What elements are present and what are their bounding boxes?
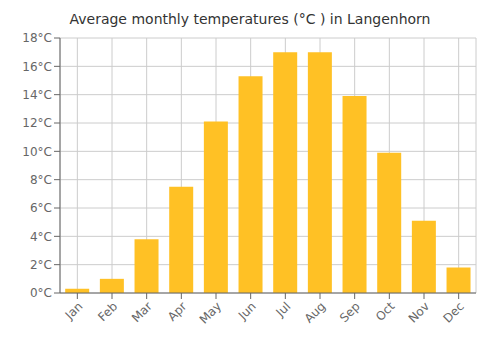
svg-text:16°C: 16°C <box>22 60 52 74</box>
svg-text:Mar: Mar <box>129 299 155 325</box>
svg-text:Feb: Feb <box>95 299 120 324</box>
svg-text:Sep: Sep <box>337 299 363 325</box>
svg-text:Apr: Apr <box>165 299 190 324</box>
svg-text:10°C: 10°C <box>22 145 52 159</box>
svg-text:Jul: Jul <box>273 299 294 320</box>
svg-text:May: May <box>197 299 224 326</box>
svg-text:Jun: Jun <box>235 299 259 323</box>
svg-text:12°C: 12°C <box>22 116 52 130</box>
svg-text:0°C: 0°C <box>30 286 52 300</box>
svg-text:18°C: 18°C <box>22 31 52 45</box>
html-text:Average monthly temperatures (: Average monthly temperatures (°C ) in La… <box>69 11 431 27</box>
svg-text:8°C: 8°C <box>30 173 52 187</box>
svg-text:Jan: Jan <box>62 299 86 323</box>
svg-text:2°C: 2°C <box>30 258 52 272</box>
svg-text:Aug: Aug <box>302 299 328 325</box>
svg-text:Dec: Dec <box>440 299 466 325</box>
svg-text:4°C: 4°C <box>30 230 52 244</box>
svg-text:Nov: Nov <box>406 299 432 325</box>
svg-text:Oct: Oct <box>373 299 398 324</box>
svg-text:6°C: 6°C <box>30 201 52 215</box>
svg-text:14°C: 14°C <box>22 88 52 102</box>
